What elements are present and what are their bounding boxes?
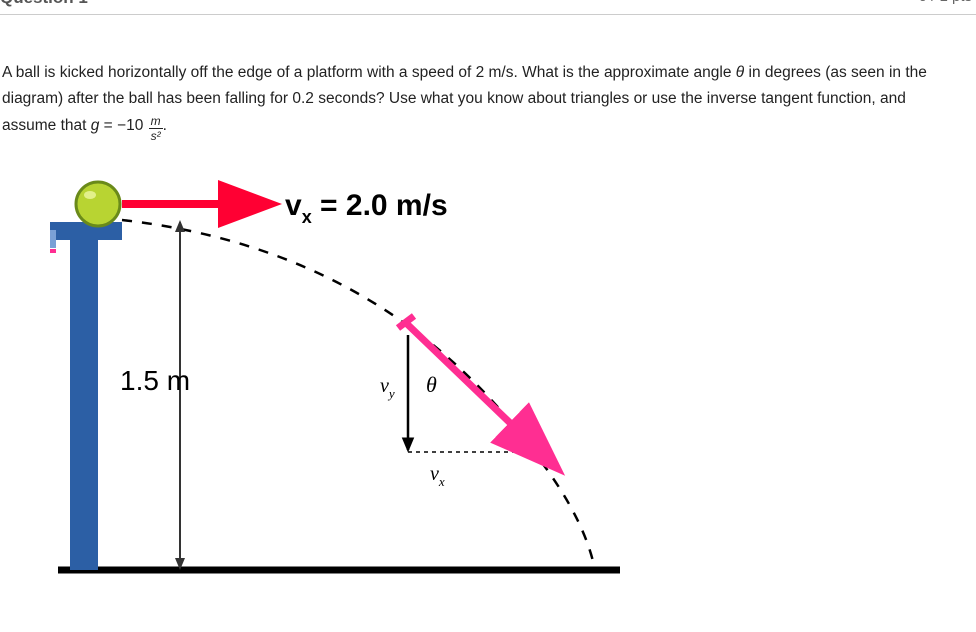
theta-symbol: θ xyxy=(736,64,744,81)
ball-highlight xyxy=(84,191,96,199)
header-divider xyxy=(0,14,976,15)
question-header: Question 1 0 / 1 pts xyxy=(0,0,976,10)
prompt-text-3a: assume that xyxy=(2,117,91,134)
vx2-label: vx xyxy=(430,463,445,489)
prompt-period: . xyxy=(163,117,167,134)
neg10-text: −10 xyxy=(117,117,148,134)
frac-num: m xyxy=(149,115,163,129)
diagram-svg: vx = 2.0 m/s 1.5 m vy θ vx xyxy=(10,170,660,630)
prompt-text-1b: in degrees (as seen in the xyxy=(744,64,927,81)
prompt-text-1a: A ball is kicked horizontally off the ed… xyxy=(2,64,736,81)
height-label: 1.5 m xyxy=(120,365,190,396)
prompt-text-2: diagram) after the ball has been falling… xyxy=(2,90,906,107)
eq-text: = xyxy=(99,117,117,134)
question-prompt: A ball is kicked horizontally off the ed… xyxy=(2,60,972,142)
fraction-m-s2: ms² xyxy=(149,115,163,142)
vy-label: vy xyxy=(380,375,395,401)
page-root: Question 1 0 / 1 pts A ball is kicked ho… xyxy=(0,0,976,632)
ball-icon xyxy=(76,182,120,226)
platform-stripe-pink xyxy=(50,249,56,253)
platform-stripe xyxy=(50,230,56,248)
trajectory-path xyxy=(122,220,595,570)
diagram: vx = 2.0 m/s 1.5 m vy θ vx xyxy=(10,170,660,630)
platform-post xyxy=(70,230,98,570)
question-number: Question 1 xyxy=(0,0,88,8)
question-points: 0 / 1 pts xyxy=(919,0,972,5)
vx-label: vx = 2.0 m/s xyxy=(285,189,448,227)
frac-den: s² xyxy=(149,129,163,142)
theta-label: θ xyxy=(426,372,437,397)
platform-top xyxy=(50,222,122,240)
